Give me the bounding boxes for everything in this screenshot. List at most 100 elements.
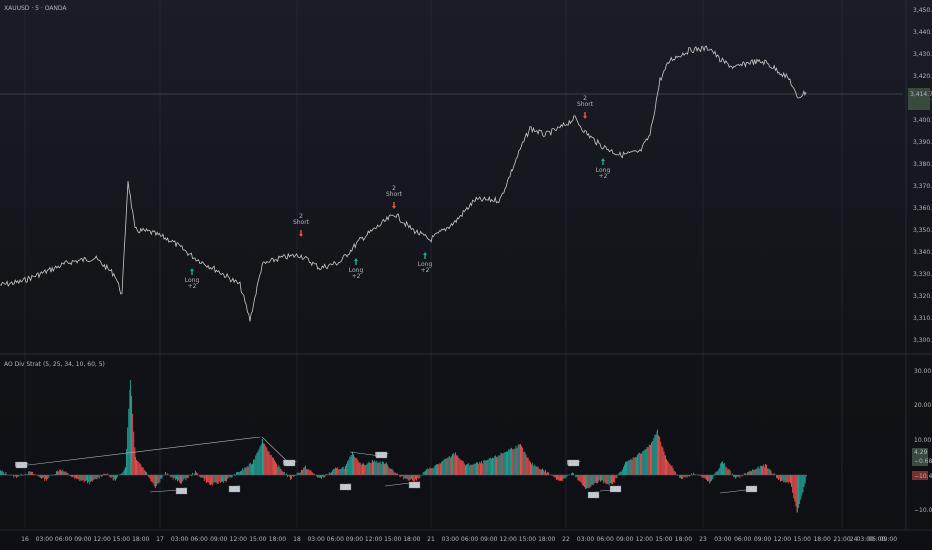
ao-bar: [328, 472, 330, 475]
ao-bar: [768, 468, 770, 475]
ao-bar: [538, 469, 540, 475]
ao-bar: [149, 475, 151, 479]
ao-bar: [492, 457, 493, 475]
ao-bar: [57, 470, 58, 475]
ao-bar: [20, 473, 22, 475]
ao-bar: [572, 472, 573, 475]
ao-bar: [400, 475, 401, 477]
short-arrow-icon: [583, 112, 587, 119]
time-tick-label: 09:00: [210, 536, 227, 543]
ao-bar: [387, 464, 389, 475]
ao-bar: [535, 466, 537, 475]
ao-bar: [139, 463, 141, 475]
ao-bar: [217, 475, 219, 484]
ao-bar: [380, 463, 382, 475]
ao-bar: [52, 475, 54, 476]
ao-bar: [245, 467, 247, 475]
ao-bar: [18, 475, 20, 477]
ao-bar: [680, 475, 681, 478]
ao-bar: [785, 475, 787, 483]
ao-bar: [530, 462, 531, 475]
ao-bar: [96, 475, 98, 480]
ao-bar: [86, 475, 87, 481]
ao-bar: [405, 475, 407, 479]
ao-bar: [547, 471, 549, 475]
ao-bar: [152, 475, 154, 484]
ao-bar: [518, 444, 520, 475]
ao-bar: [799, 475, 801, 504]
ao-bar: [66, 472, 68, 475]
time-tick-label: 12:00: [230, 536, 247, 543]
ao-bar: [301, 469, 302, 475]
ao-bar: [283, 471, 285, 475]
ao-bar: [407, 475, 409, 481]
ao-bar: [483, 460, 485, 475]
indicator-neg-badge: [912, 471, 928, 480]
ao-bar: [496, 456, 497, 475]
ao-bar: [44, 475, 46, 482]
time-tick-label: 09:00: [480, 536, 497, 543]
ao-bar: [456, 455, 457, 475]
divergence-line: [719, 489, 747, 494]
ao-bar: [221, 475, 222, 482]
time-tick-label: 03:00: [714, 536, 731, 543]
ao-bar: [531, 464, 532, 475]
ao-bar: [500, 452, 502, 475]
signal-qty: 2: [392, 185, 396, 192]
ao-bar: [197, 473, 199, 475]
ao-bar: [793, 475, 795, 499]
ao-bar: [489, 457, 491, 475]
ao-bar: [794, 475, 796, 502]
ao-bar: [95, 475, 97, 479]
ao-bar: [93, 475, 95, 480]
ao-bar: [6, 474, 8, 475]
divergence-line: [19, 436, 261, 467]
ao-bar: [448, 456, 450, 475]
ao-bar: [145, 472, 146, 475]
ao-bar: [290, 475, 291, 480]
ao-bar: [624, 464, 625, 475]
ao-bar: [249, 462, 251, 475]
ao-bar: [134, 447, 136, 475]
ao-bar: [718, 468, 720, 475]
ao-bar: [329, 472, 331, 475]
time-tick-label: 06:00: [327, 536, 344, 543]
time-tick-label: 09:00: [346, 536, 363, 543]
ao-bar: [251, 464, 252, 475]
ao-bar: [363, 463, 364, 475]
ao-bar: [711, 475, 712, 481]
ao-bar: [169, 475, 171, 476]
ao-bar: [592, 475, 594, 486]
ao-bar: [38, 475, 40, 477]
ao-bar: [576, 475, 578, 478]
ao-bar: [135, 456, 136, 475]
ao-bar: [453, 453, 455, 475]
ao-bar: [370, 462, 372, 475]
ao-bar: [343, 468, 345, 475]
ao-bar: [638, 453, 640, 475]
ao-bar: [253, 459, 254, 475]
ao-bar: [286, 473, 287, 475]
ao-bar: [282, 472, 284, 475]
ao-bar: [45, 475, 46, 479]
ao-bar: [784, 475, 786, 482]
ao-bar: [562, 475, 564, 481]
time-tick-label: 09:00: [74, 536, 91, 543]
ao-bar: [477, 462, 478, 475]
ao-bar: [366, 464, 368, 475]
ao-bar: [751, 471, 752, 475]
ao-bar: [476, 462, 477, 475]
ao-bar: [494, 456, 496, 475]
ao-bar: [578, 475, 580, 481]
ao-bar: [279, 467, 281, 475]
ao-bar: [132, 413, 134, 475]
ao-bar: [392, 470, 394, 475]
divergence-box: [283, 459, 296, 467]
ao-bar: [484, 459, 486, 475]
ao-bar: [726, 467, 728, 475]
long-arrow-icon: [423, 252, 427, 259]
ao-bar: [178, 475, 180, 481]
ao-bar: [63, 471, 65, 475]
